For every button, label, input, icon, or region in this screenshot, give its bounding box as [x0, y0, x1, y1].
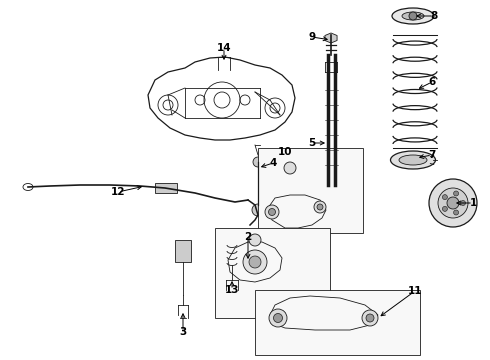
Circle shape — [454, 191, 459, 196]
Circle shape — [252, 204, 264, 216]
Circle shape — [243, 250, 267, 274]
Bar — [255, 290, 420, 355]
Circle shape — [269, 208, 275, 216]
Text: 4: 4 — [270, 158, 277, 168]
Circle shape — [454, 210, 459, 215]
Circle shape — [317, 204, 323, 210]
Text: 1: 1 — [469, 198, 477, 208]
Text: 11: 11 — [408, 286, 422, 296]
Bar — [215, 228, 330, 318]
Text: 7: 7 — [428, 150, 436, 160]
Polygon shape — [325, 33, 337, 43]
Circle shape — [253, 157, 263, 167]
Circle shape — [429, 179, 477, 227]
Circle shape — [273, 314, 283, 323]
Text: 2: 2 — [245, 232, 252, 242]
Bar — [175, 240, 191, 262]
Text: 9: 9 — [308, 32, 316, 42]
Ellipse shape — [402, 12, 424, 20]
Ellipse shape — [392, 8, 434, 24]
Ellipse shape — [399, 155, 427, 165]
Text: 12: 12 — [111, 187, 125, 197]
Circle shape — [265, 205, 279, 219]
Circle shape — [362, 310, 378, 326]
Circle shape — [269, 309, 287, 327]
Circle shape — [442, 195, 447, 200]
Circle shape — [461, 201, 465, 206]
Bar — [155, 183, 177, 193]
Circle shape — [249, 256, 261, 268]
Circle shape — [249, 234, 261, 246]
Circle shape — [442, 206, 447, 211]
Circle shape — [447, 197, 459, 209]
Ellipse shape — [391, 151, 436, 169]
Text: 13: 13 — [225, 285, 239, 295]
Bar — [258, 148, 363, 233]
Text: 14: 14 — [217, 43, 231, 53]
Circle shape — [438, 188, 468, 218]
Circle shape — [314, 201, 326, 213]
Text: 5: 5 — [308, 138, 316, 148]
Text: 3: 3 — [179, 327, 187, 337]
Circle shape — [284, 162, 296, 174]
Circle shape — [409, 12, 417, 20]
Circle shape — [366, 314, 374, 322]
Text: 6: 6 — [428, 77, 436, 87]
Text: 10: 10 — [278, 147, 293, 157]
Text: 8: 8 — [430, 11, 438, 21]
